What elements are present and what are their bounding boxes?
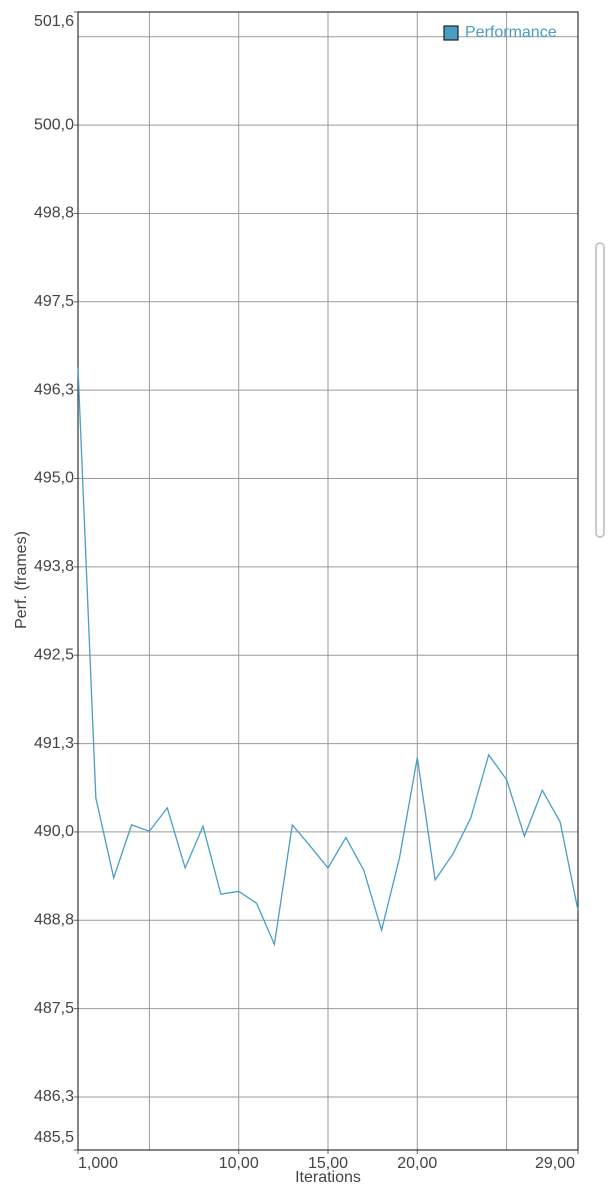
legend-swatch: [443, 25, 459, 41]
y-tick-label: 500,0: [34, 116, 74, 133]
legend-label: Performance: [465, 24, 557, 41]
plot-border: [77, 11, 579, 1151]
x-tick-label: 10,00: [219, 1155, 259, 1172]
x-tick-label: 29,00: [535, 1155, 575, 1172]
y-tick-label: 490,0: [34, 823, 74, 840]
y-tick-label: 501,6: [34, 13, 74, 30]
y-tick-label: 491,3: [34, 735, 74, 752]
y-tick-label: 486,3: [34, 1088, 74, 1105]
line-series: [77, 367, 579, 947]
y-tick-label: 485,5: [34, 1129, 74, 1146]
scrollbar[interactable]: [595, 242, 605, 538]
y-axis-title: Perf. (frames): [13, 531, 30, 629]
y-tick-label: 495,0: [34, 470, 74, 487]
x-tick-label: 20,00: [397, 1155, 437, 1172]
y-tick-label: 496,3: [34, 381, 74, 398]
x-tick-label: 15,00: [308, 1155, 348, 1172]
x-axis-title: Iterations: [295, 1169, 361, 1186]
y-tick-label: 497,5: [34, 293, 74, 310]
y-tick-label: 492,5: [34, 646, 74, 663]
y-tick-label: 487,5: [34, 1000, 74, 1017]
y-tick-label: 493,8: [34, 558, 74, 575]
x-tick-label: 1,000: [78, 1155, 118, 1172]
y-tick-label: 488,8: [34, 911, 74, 928]
y-tick-label: 498,8: [34, 205, 74, 222]
